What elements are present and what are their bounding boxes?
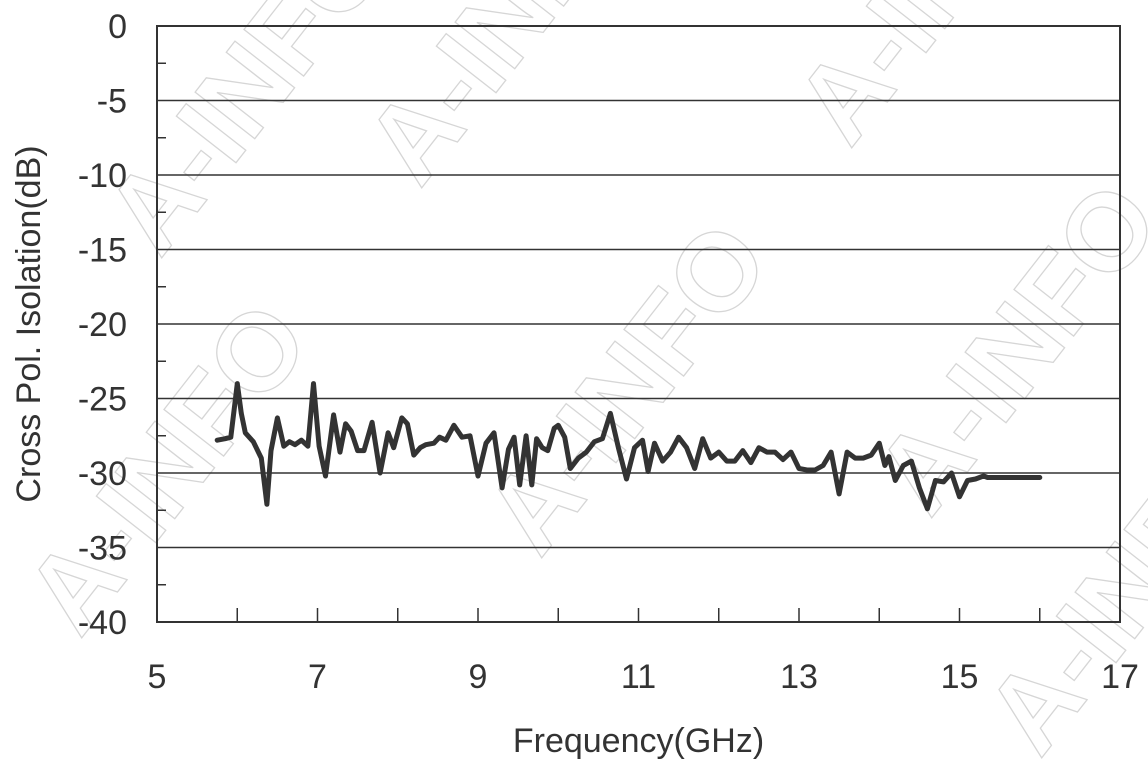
watermark-text-4: A-INFO bbox=[772, 0, 1102, 165]
y-tick-label: -25 bbox=[78, 381, 127, 419]
gridlines bbox=[157, 99, 1120, 549]
y-tick-label: 0 bbox=[108, 8, 127, 46]
axis-minor-ticks bbox=[157, 62, 1041, 622]
y-tick-label: -20 bbox=[78, 306, 127, 344]
watermark-text-0: A-INFO bbox=[2, 281, 332, 655]
x-axis-tick-labels: 5 7 9 11 13 15 17 bbox=[148, 658, 1139, 696]
x-axis-title: Frequency(GHz) bbox=[513, 722, 764, 760]
watermark-text-3: A-INFO bbox=[462, 201, 792, 575]
x-tick-label: 5 bbox=[148, 658, 167, 696]
y-tick-label: -15 bbox=[78, 232, 127, 270]
x-tick-label: 15 bbox=[941, 658, 979, 696]
x-tick-label: 7 bbox=[308, 658, 327, 696]
watermark-text-2: A-INFO bbox=[342, 0, 672, 205]
y-tick-label: -10 bbox=[78, 157, 127, 195]
y-tick-label: -30 bbox=[78, 455, 127, 493]
series-line bbox=[214, 381, 1043, 512]
y-tick-label: -35 bbox=[78, 530, 127, 568]
x-tick-label: 13 bbox=[780, 658, 818, 696]
y-tick-label: -40 bbox=[78, 604, 127, 642]
y-axis-tick-labels: 0 -5 -10 -15 -20 -25 -30 -35 -40 bbox=[78, 8, 127, 642]
y-axis-title: Cross Pol. Isolation(dB) bbox=[10, 145, 48, 502]
x-tick-label: 11 bbox=[621, 658, 656, 696]
x-tick-label: 9 bbox=[469, 658, 488, 696]
y-tick-label: -5 bbox=[97, 83, 127, 121]
x-tick-label: 17 bbox=[1101, 658, 1139, 696]
